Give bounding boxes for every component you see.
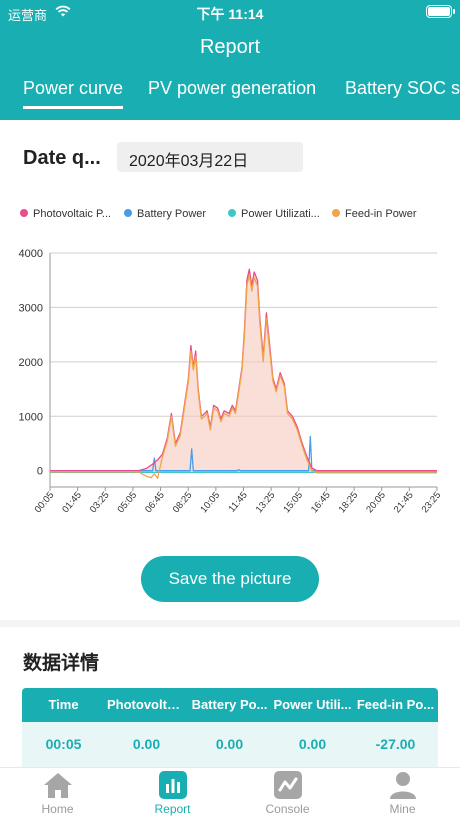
date-picker-field[interactable]: 2020年03月22日 (117, 142, 303, 172)
x-tick-label: 15:05 (281, 490, 305, 515)
legend-label: Power Utilizati... (241, 208, 320, 220)
series-line-battery-power (50, 435, 437, 472)
y-tick-label: 2000 (19, 357, 43, 369)
legend-item-photovoltaic[interactable]: Photovoltaic P... (20, 208, 111, 220)
page-title: Report (199, 36, 261, 58)
save-picture-button[interactable]: Save the picture (141, 556, 319, 602)
table-cell: 0.00 (298, 736, 327, 752)
bottom-tab-bar: Home Report Console Mine (0, 767, 460, 818)
legend-label: Battery Power (137, 208, 207, 220)
user-icon (390, 772, 416, 799)
power-curve-chart[interactable]: 0 1000 2000 3000 4000 00:05 01:45 03:25 05:05 06:… (0, 236, 460, 556)
report-tabs: Power curve PV power generation Battery … (0, 76, 460, 112)
nav-report[interactable]: Report (115, 768, 230, 818)
nav-home[interactable]: Home (0, 768, 115, 818)
legend-dot-icon (124, 209, 132, 217)
x-tick-label: 18:25 (337, 490, 361, 515)
legend-dot-icon (228, 209, 236, 217)
data-details-table: Time Photovoltai... Battery Po... Power … (22, 688, 438, 767)
x-tick-label: 16:45 (309, 490, 333, 515)
wifi-icon (55, 5, 71, 17)
x-tick-label: 23:25 (420, 490, 444, 515)
legend-dot-icon (332, 209, 340, 217)
nav-mine[interactable]: Mine (345, 768, 460, 818)
column-header-photovoltaic: Photovoltai... (107, 697, 188, 712)
column-header-feed-in-power: Feed-in Po... (356, 697, 435, 712)
table-row: 00:05 0.00 0.00 0.00 -27.00 (22, 722, 438, 767)
console-icon (274, 771, 302, 799)
nav-label: Report (154, 802, 191, 816)
tab-power-curve[interactable]: Power curve (23, 78, 124, 109)
power-curve-card: Date q... 2020年03月22日 Photovoltaic P... … (0, 120, 460, 620)
app-header: 运营商 下午 11:14 Report Power curve PV power… (0, 0, 460, 120)
date-query-label: Date q... (23, 147, 101, 169)
column-header-time: Time (48, 697, 79, 712)
y-tick-label: 3000 (19, 302, 43, 314)
y-tick-label: 4000 (19, 248, 43, 260)
nav-console[interactable]: Console (230, 768, 345, 818)
x-tick-label: 13:25 (254, 490, 278, 515)
table-cell: 00:05 (45, 736, 82, 752)
x-tick-label: 03:25 (88, 490, 112, 515)
y-tick-label: 0 (37, 466, 43, 478)
x-tick-label: 06:45 (143, 490, 167, 515)
column-header-battery-power: Battery Po... (191, 697, 268, 712)
status-time: 下午 11:14 (196, 6, 264, 22)
legend-label: Photovoltaic P... (33, 208, 112, 220)
nav-label: Mine (389, 802, 416, 816)
series-line-photovoltaic-p (50, 268, 437, 472)
data-details-section: 数据详情 Time Photovoltai... Battery Po... P… (0, 627, 460, 767)
carrier-label: 运营商 (8, 8, 48, 23)
legend-item-battery-power[interactable]: Battery Power (124, 208, 206, 220)
x-tick-label: 05:05 (116, 490, 140, 515)
nav-label: Home (41, 802, 74, 816)
x-tick-label: 11:45 (227, 490, 250, 515)
legend-dot-icon (20, 209, 28, 217)
table-cell: 0.00 (215, 736, 244, 752)
x-tick-label: 20:05 (364, 490, 388, 515)
nav-label: Console (265, 802, 310, 816)
tab-battery-soc[interactable]: Battery SOC s (345, 78, 460, 98)
column-header-power-utilization: Power Utili... (273, 697, 352, 712)
data-details-title: 数据详情 (23, 653, 100, 674)
y-tick-label: 1000 (19, 411, 43, 423)
x-tick-label: 10:05 (198, 490, 222, 515)
home-icon (44, 773, 72, 798)
legend-item-feed-in-power[interactable]: Feed-in Power (332, 208, 417, 220)
series-line-feed-in-power (50, 274, 437, 479)
x-tick-label: 08:25 (171, 490, 195, 515)
table-cell: -27.00 (375, 736, 416, 752)
status-bar: 运营商 下午 11:14 (0, 0, 460, 24)
battery-icon (426, 5, 455, 18)
legend-label: Feed-in Power (345, 208, 417, 220)
table-header: Time Photovoltai... Battery Po... Power … (22, 688, 438, 722)
photovoltaic-area (50, 269, 437, 471)
x-tick-label: 01:45 (60, 490, 84, 515)
legend-item-power-utilization[interactable]: Power Utilizati... (228, 208, 320, 220)
tab-pv-power-generation[interactable]: PV power generation (148, 78, 317, 98)
x-tick-label: 00:05 (33, 490, 57, 515)
x-tick-label: 21:45 (392, 490, 416, 515)
report-icon (159, 771, 187, 799)
table-cell: 0.00 (132, 736, 161, 752)
